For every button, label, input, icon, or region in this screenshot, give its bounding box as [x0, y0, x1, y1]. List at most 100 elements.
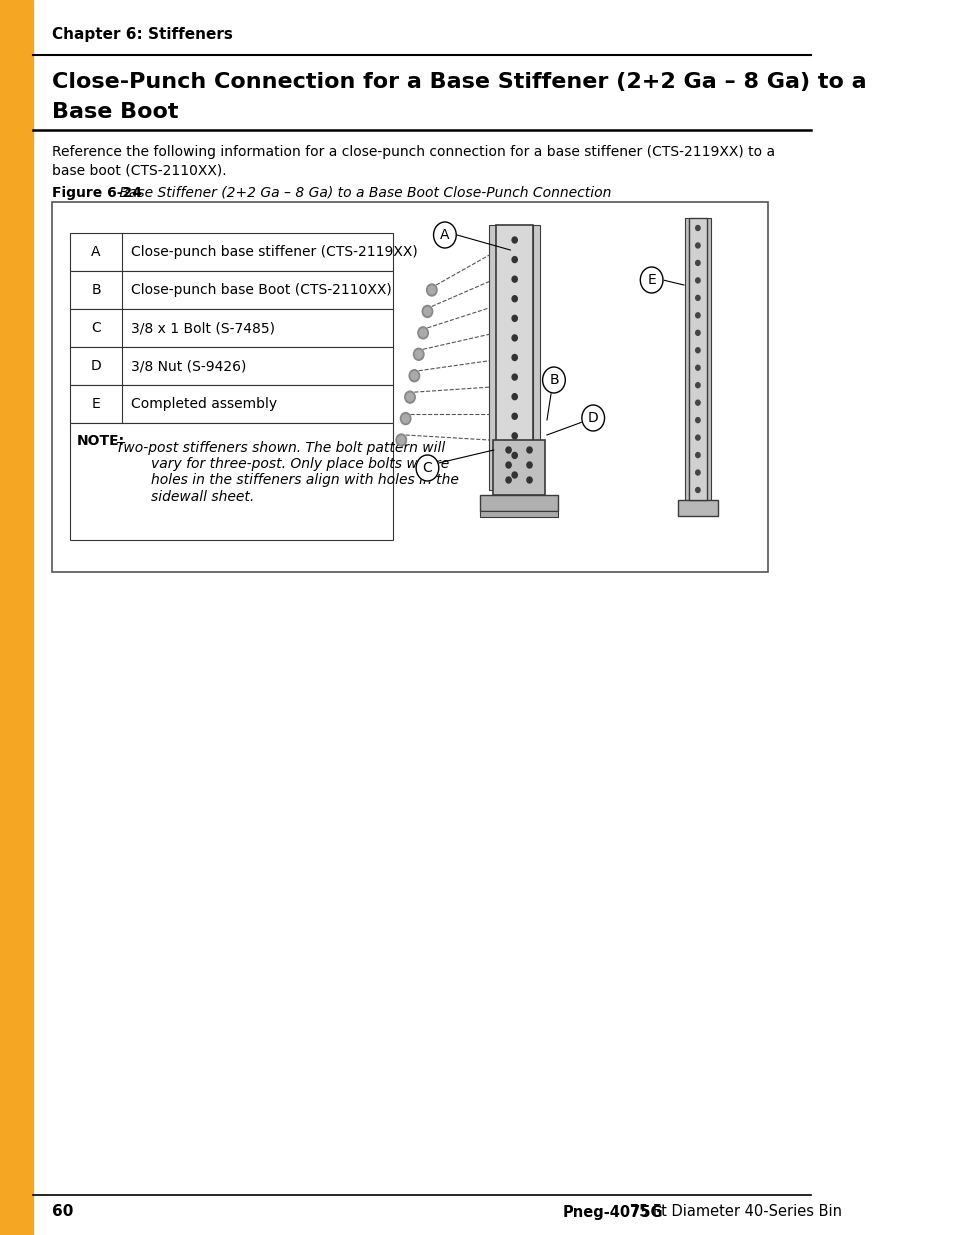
Circle shape [512, 354, 517, 361]
Circle shape [695, 330, 700, 335]
Circle shape [581, 405, 604, 431]
Circle shape [422, 305, 433, 317]
Circle shape [402, 415, 409, 422]
Circle shape [505, 462, 511, 468]
Text: Base Stiffener (2+2 Ga – 8 Ga) to a Base Boot Close-Punch Connection: Base Stiffener (2+2 Ga – 8 Ga) to a Base… [115, 186, 611, 200]
Text: A: A [439, 228, 449, 242]
Circle shape [416, 454, 438, 480]
Text: Close-punch base Boot (CTS-2110XX): Close-punch base Boot (CTS-2110XX) [131, 283, 391, 296]
Circle shape [512, 277, 517, 282]
Circle shape [512, 237, 517, 243]
Text: Close-punch base stiffener (CTS-2119XX): Close-punch base stiffener (CTS-2119XX) [131, 245, 417, 259]
Circle shape [395, 433, 406, 446]
Text: C: C [91, 321, 101, 335]
Text: Close-Punch Connection for a Base Stiffener (2+2 Ga – 8 Ga) to a: Close-Punch Connection for a Base Stiffe… [52, 72, 866, 91]
Text: Two-post stiffeners shown. The bolt pattern will
        vary for three-post. On: Two-post stiffeners shown. The bolt patt… [116, 441, 458, 504]
Circle shape [426, 284, 436, 296]
Circle shape [695, 312, 700, 317]
Circle shape [512, 394, 517, 400]
Circle shape [512, 335, 517, 341]
Circle shape [404, 391, 415, 403]
Circle shape [512, 257, 517, 263]
Text: 75 Ft Diameter 40-Series Bin: 75 Ft Diameter 40-Series Bin [625, 1204, 841, 1219]
Text: Base Boot: Base Boot [52, 103, 178, 122]
Circle shape [512, 374, 517, 380]
Bar [533, 225, 539, 490]
Circle shape [695, 261, 700, 266]
Circle shape [406, 393, 413, 401]
Circle shape [542, 367, 565, 393]
Circle shape [512, 472, 517, 478]
Circle shape [417, 327, 428, 338]
Text: Chapter 6: Stiffeners: Chapter 6: Stiffeners [52, 27, 233, 42]
Circle shape [505, 447, 511, 453]
Text: E: E [646, 273, 656, 287]
Circle shape [695, 452, 700, 457]
Bar [479, 511, 558, 517]
Circle shape [695, 243, 700, 248]
Circle shape [695, 278, 700, 283]
Bar [489, 225, 496, 490]
Circle shape [415, 351, 422, 358]
Text: NOTE:: NOTE: [76, 433, 125, 448]
Bar [688, 219, 706, 500]
Circle shape [512, 432, 517, 438]
Circle shape [512, 295, 517, 301]
Circle shape [639, 267, 662, 293]
Bar [493, 440, 545, 495]
Circle shape [423, 308, 431, 315]
Circle shape [695, 348, 700, 353]
Circle shape [409, 369, 419, 382]
Circle shape [695, 417, 700, 422]
Bar [496, 225, 533, 490]
Text: C: C [422, 461, 432, 475]
Circle shape [695, 295, 700, 300]
Bar [70, 233, 392, 270]
Circle shape [411, 372, 417, 379]
Bar [684, 219, 688, 500]
Circle shape [526, 447, 532, 453]
Text: 60: 60 [52, 1204, 73, 1219]
Bar [52, 203, 767, 572]
Text: B: B [91, 283, 101, 296]
Circle shape [400, 412, 411, 425]
Circle shape [505, 477, 511, 483]
Circle shape [526, 462, 532, 468]
Bar [479, 495, 558, 511]
Bar [70, 309, 392, 347]
Bar [706, 219, 710, 500]
Circle shape [695, 226, 700, 231]
Circle shape [695, 400, 700, 405]
Text: D: D [587, 411, 598, 425]
Bar [70, 347, 392, 385]
Text: Reference the following information for a close-punch connection for a base stif: Reference the following information for … [52, 144, 775, 159]
Text: Completed assembly: Completed assembly [131, 396, 276, 411]
Circle shape [695, 383, 700, 388]
Circle shape [526, 477, 532, 483]
Bar [70, 270, 392, 309]
Bar [70, 424, 392, 540]
Text: Pneg-4075G: Pneg-4075G [562, 1204, 662, 1219]
Bar [678, 500, 718, 516]
Circle shape [413, 348, 423, 361]
Circle shape [397, 436, 404, 445]
Circle shape [433, 222, 456, 248]
Circle shape [512, 414, 517, 419]
Text: base boot (CTS-2110XX).: base boot (CTS-2110XX). [52, 163, 227, 177]
Text: 3/8 x 1 Bolt (S-7485): 3/8 x 1 Bolt (S-7485) [131, 321, 274, 335]
Circle shape [512, 315, 517, 321]
Text: Figure 6-24: Figure 6-24 [52, 186, 142, 200]
Text: 3/8 Nut (S-9426): 3/8 Nut (S-9426) [131, 359, 246, 373]
Text: D: D [91, 359, 101, 373]
Circle shape [695, 471, 700, 475]
Bar [70, 385, 392, 424]
Text: A: A [91, 245, 101, 259]
Bar [0, 0, 33, 1235]
Circle shape [695, 435, 700, 440]
Text: B: B [549, 373, 558, 387]
Circle shape [695, 488, 700, 493]
Circle shape [512, 452, 517, 458]
Circle shape [695, 366, 700, 370]
Text: E: E [91, 396, 100, 411]
Circle shape [419, 329, 426, 337]
